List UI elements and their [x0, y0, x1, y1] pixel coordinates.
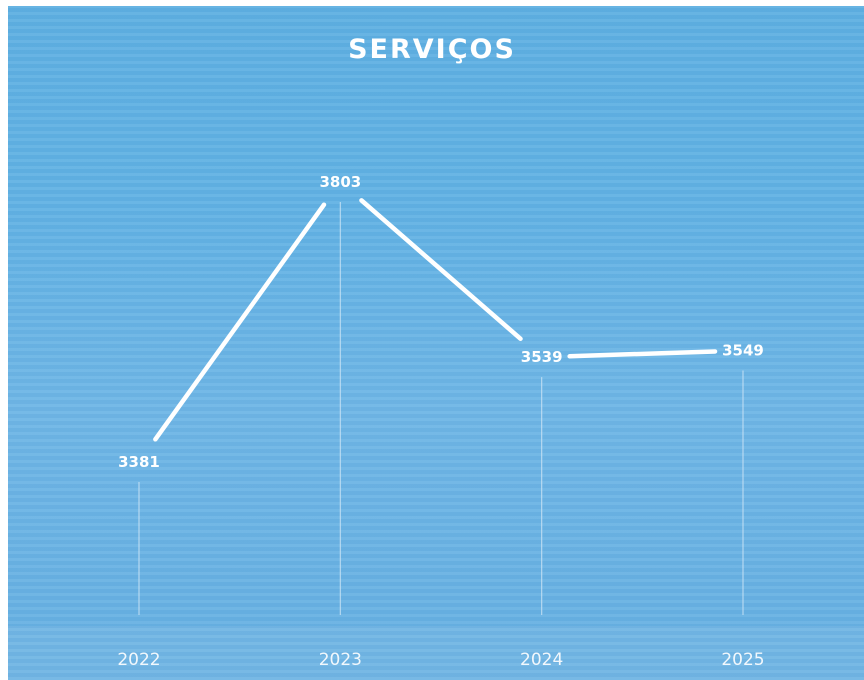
- x-tick-2023: 2023: [319, 650, 362, 670]
- data-label-2023: 3803: [319, 173, 361, 191]
- x-axis-tick-labels: 2022 2023 2024 2025: [117, 650, 764, 670]
- chart-background: [8, 6, 864, 680]
- line-series: [153, 198, 718, 442]
- x-tick-2024: 2024: [520, 650, 563, 670]
- data-label-2024: 3539: [521, 348, 563, 366]
- data-label-2022: 3381: [118, 453, 160, 471]
- line-segment-2022-2023: [153, 202, 327, 442]
- data-label-2025: 3549: [722, 342, 764, 360]
- x-tick-2022: 2022: [117, 650, 160, 670]
- chart-title: SERVIÇOS: [348, 34, 516, 65]
- line-segment-2023-2024: [359, 198, 523, 342]
- x-tick-2025: 2025: [721, 650, 764, 670]
- line-segment-2024-2025: [567, 349, 718, 359]
- drop-lines: [138, 202, 744, 615]
- data-labels: 3381 3803 3539 3549: [118, 173, 764, 471]
